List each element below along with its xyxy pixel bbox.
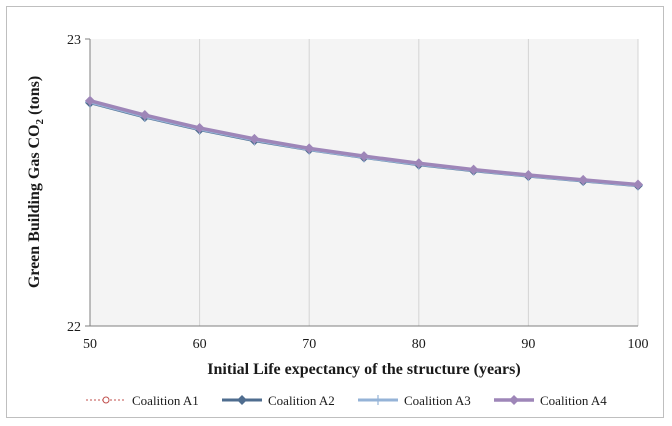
legend-label-3: Coalition A3 — [404, 393, 471, 408]
data-point-4-7 — [468, 164, 479, 175]
axes — [85, 38, 638, 327]
legend-swatch-marker-4 — [509, 395, 519, 405]
legend-label-1: Coalition A1 — [132, 393, 199, 408]
x-tick-label-1: 60 — [193, 337, 207, 352]
data-point-4-10 — [633, 179, 643, 190]
data-point-4-1 — [139, 110, 150, 121]
x-tick-label-3: 80 — [412, 337, 426, 352]
legend-swatch-marker-2 — [237, 395, 247, 405]
series-4 — [85, 95, 643, 190]
legend-item-3: Coalition A3 — [358, 393, 471, 408]
legend-label-4: Coalition A4 — [540, 393, 607, 408]
y-axis-title-subscript: 2 — [34, 118, 46, 124]
legend: Coalition A1 Coalition A2 Coalition A3 Coal… — [86, 393, 607, 408]
x-axis-title: Initial Life expectancy of the structure… — [207, 361, 520, 378]
data-point-4-5 — [359, 151, 369, 162]
y-axis-title-main: Green Building Gas CO — [26, 124, 43, 288]
y-tick-label-1: 23 — [67, 33, 81, 48]
data-point-4-6 — [413, 158, 424, 169]
x-tick-label-5: 100 — [628, 337, 649, 352]
y-axis-title-unit: (tons) — [26, 76, 43, 119]
data-point-4-0 — [85, 95, 95, 106]
x-tick-label-0: 50 — [83, 337, 97, 352]
x-tick-label-2: 70 — [302, 337, 316, 352]
data-point-4-4 — [304, 143, 315, 154]
plot-background — [90, 39, 638, 326]
legend-swatch-marker-3 — [373, 395, 383, 405]
legend-item-2: Coalition A2 — [222, 393, 335, 408]
legend-item-4: Coalition A4 — [494, 393, 607, 408]
data-point-4-2 — [194, 122, 205, 133]
series-layer — [85, 95, 643, 191]
legend-swatch-marker-1 — [102, 396, 110, 404]
legend-label-2: Coalition A2 — [268, 393, 335, 408]
y-tick-label-0: 22 — [67, 320, 81, 335]
data-point-4-8 — [523, 170, 534, 181]
y-axis-title: Green Building Gas CO2 (tons) — [26, 76, 46, 288]
data-point-4-9 — [578, 174, 589, 185]
data-point-4-3 — [249, 133, 260, 144]
tick-labels: 50 60 70 80 90 100 22 23 — [67, 33, 649, 352]
legend-item-1: Coalition A1 — [86, 393, 199, 408]
x-tick-label-4: 90 — [521, 337, 535, 352]
plot-area — [90, 39, 638, 326]
